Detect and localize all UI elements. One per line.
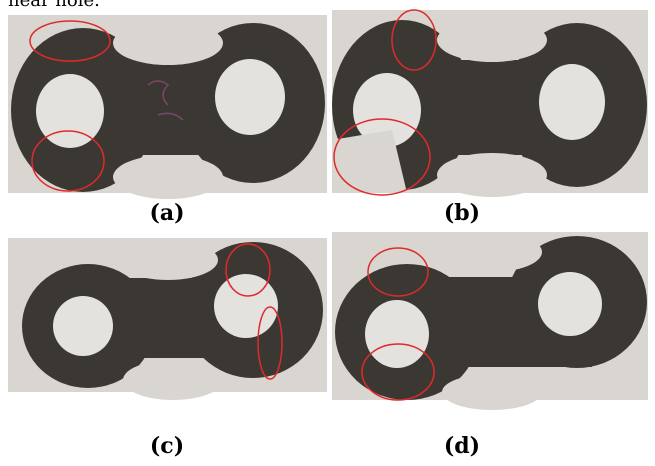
- photo-c: [8, 238, 327, 400]
- photo-a: [8, 15, 327, 199]
- photo-d: [332, 232, 648, 410]
- caption-a: (a): [149, 200, 184, 226]
- figure: near hole. (a) (b): [0, 0, 655, 466]
- cut-off-text: near hole.: [8, 0, 100, 11]
- caption-d: (d): [444, 433, 480, 459]
- caption-b: (b): [444, 200, 480, 226]
- caption-c: (c): [150, 433, 184, 459]
- photo-b: [332, 10, 648, 197]
